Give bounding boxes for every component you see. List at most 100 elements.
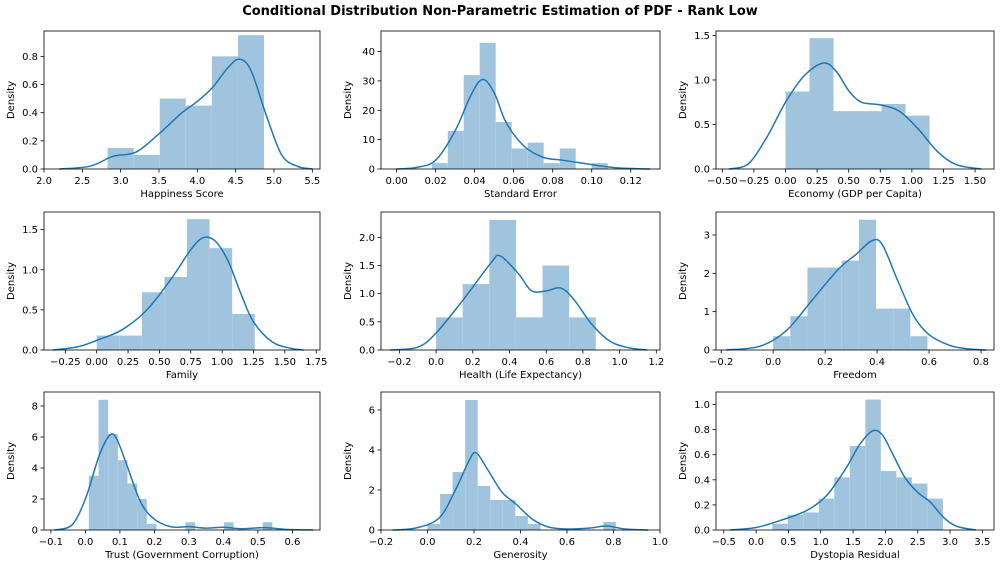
x-tick-label: 0.10	[581, 176, 603, 187]
y-tick-label: 0.5	[359, 317, 375, 328]
subplot-4: −0.25 0.00 0.25 0.50 0.75 1.00 1.25 1.50 1.75 0.0…	[6, 211, 327, 381]
histogram-bar	[515, 317, 543, 350]
histogram-bar	[465, 400, 478, 530]
x-tick-label: 0.25	[117, 357, 139, 368]
x-axis-label: Standard Error	[484, 189, 558, 200]
histogram-bar	[841, 260, 859, 350]
histogram-bar	[427, 524, 441, 530]
y-tick-label: 0.0	[359, 346, 375, 357]
y-axis-label: Density	[6, 81, 17, 119]
histogram-bar	[141, 292, 165, 350]
y-tick-label: 20	[362, 106, 375, 117]
x-tick-label: 3.0	[113, 176, 129, 187]
histogram-bar	[108, 433, 118, 530]
kde-curve	[390, 254, 648, 351]
x-tick-label: 1.0	[813, 537, 829, 548]
x-tick-label: 1.0	[612, 357, 628, 368]
histogram-bar	[790, 316, 808, 350]
histogram-bar	[164, 276, 188, 350]
x-tick-label: 0.2	[817, 357, 833, 368]
histogram-bar	[447, 130, 464, 169]
histogram-bar	[807, 267, 825, 350]
kde-curve	[728, 62, 982, 170]
x-tick-label: 0.2	[466, 537, 482, 548]
y-tick-label: 0.2	[694, 500, 710, 511]
y-axis-label: Density	[6, 442, 17, 480]
histogram-bar	[927, 498, 943, 530]
kde-curve	[726, 238, 987, 351]
x-tick-label: 1.50	[274, 357, 296, 368]
x-tick-label: 0.5	[780, 537, 796, 548]
subplot-2: 0.00 0.02 0.04 0.06 0.08 0.10 0.12 0 10 20 30 40 Sta…	[343, 30, 661, 200]
histogram-bar	[237, 35, 265, 169]
histogram-bar	[119, 335, 142, 350]
histogram-bar	[262, 522, 273, 530]
y-tick-label: 0.4	[694, 475, 710, 486]
histogram-bar	[910, 336, 928, 350]
x-tick-label: 0.8	[606, 537, 622, 548]
histogram-bar	[502, 500, 516, 530]
x-tick-label: 3.5	[151, 176, 167, 187]
histogram-bar	[88, 475, 99, 530]
x-tick-label: 0.50	[148, 357, 170, 368]
y-axis-label: Density	[678, 262, 689, 300]
y-tick-label: 0	[704, 346, 710, 357]
x-axis-label: Dystopia Residual	[810, 550, 900, 561]
axes-frame	[715, 391, 995, 531]
x-axis-label: Economy (GDP per Capita)	[788, 189, 922, 200]
x-tick-label: 0.0	[77, 537, 93, 548]
x-tick-label: −0.2	[709, 357, 733, 368]
histogram-bar	[159, 98, 186, 169]
histogram-bar	[133, 154, 160, 169]
x-tick-label: 1.5	[845, 537, 861, 548]
subplot-6: −0.2 0.0 0.2 0.4 0.6 0.8 0 1 2 3 Freedom Density	[678, 211, 995, 381]
kde-curve	[54, 433, 314, 531]
subplot-1: 2.0 2.5 3.0 3.5 4.0 4.5 5.0 5.5 0.0 0.2 0.4 0.6 0.8 H…	[6, 30, 321, 200]
y-tick-label: 2.0	[359, 233, 375, 244]
subplot-9: −0.5 0.0 0.5 1.0 1.5 2.0 2.5 3.0 3.50.00.20.40.6…	[678, 391, 995, 561]
x-tick-label: 1.25	[242, 357, 264, 368]
x-tick-label: 0.6	[538, 357, 554, 368]
x-tick-label: 0.6	[559, 537, 575, 548]
histogram-bar	[834, 477, 850, 530]
y-tick-label: 2	[32, 494, 38, 505]
x-tick-label: 0.00	[86, 357, 108, 368]
y-tick-label: 1.0	[694, 75, 710, 86]
histogram-bar	[809, 38, 834, 170]
y-tick-label: 3	[704, 231, 710, 242]
x-tick-label: −0.1	[39, 537, 63, 548]
histogram-bar	[857, 111, 882, 169]
histogram-bar	[431, 163, 448, 169]
histogram-bar	[96, 335, 120, 350]
histogram-bar	[224, 522, 234, 530]
y-tick-label: 30	[362, 76, 375, 87]
y-tick-label: 1	[704, 307, 710, 318]
histogram-bar	[137, 498, 147, 530]
y-tick-label: 2	[369, 486, 375, 497]
x-tick-label: 1.0	[652, 537, 668, 548]
histogram-bar	[515, 516, 528, 530]
x-tick-label: −0.2	[387, 357, 411, 368]
y-tick-label: 0.0	[22, 346, 38, 357]
x-tick-label: 0.08	[542, 176, 564, 187]
axes-frame	[43, 391, 321, 531]
histogram-bar	[98, 399, 109, 530]
x-tick-label: 0.3	[181, 537, 197, 548]
x-axis-label: Generosity	[493, 550, 547, 561]
histogram-bar	[785, 91, 810, 169]
subplot-8: −0.2 0.0 0.2 0.4 0.6 0.8 1.0 0 2 4 6 Generosity Dens…	[343, 391, 668, 561]
histogram-bar	[803, 512, 819, 530]
y-tick-label: 0.6	[22, 80, 38, 91]
histogram-bar	[146, 523, 157, 530]
histogram-bar	[881, 104, 906, 169]
histogram-bar	[896, 477, 912, 530]
y-tick-label: 6	[369, 406, 375, 417]
x-tick-label: 0.00	[385, 176, 407, 187]
axes-frame	[380, 30, 661, 170]
y-tick-label: 0.0	[22, 165, 38, 176]
y-tick-label: 0.5	[694, 120, 710, 131]
histogram-bar	[187, 219, 210, 350]
y-tick-label: 1.5	[22, 225, 38, 236]
histogram-bar	[773, 336, 791, 350]
